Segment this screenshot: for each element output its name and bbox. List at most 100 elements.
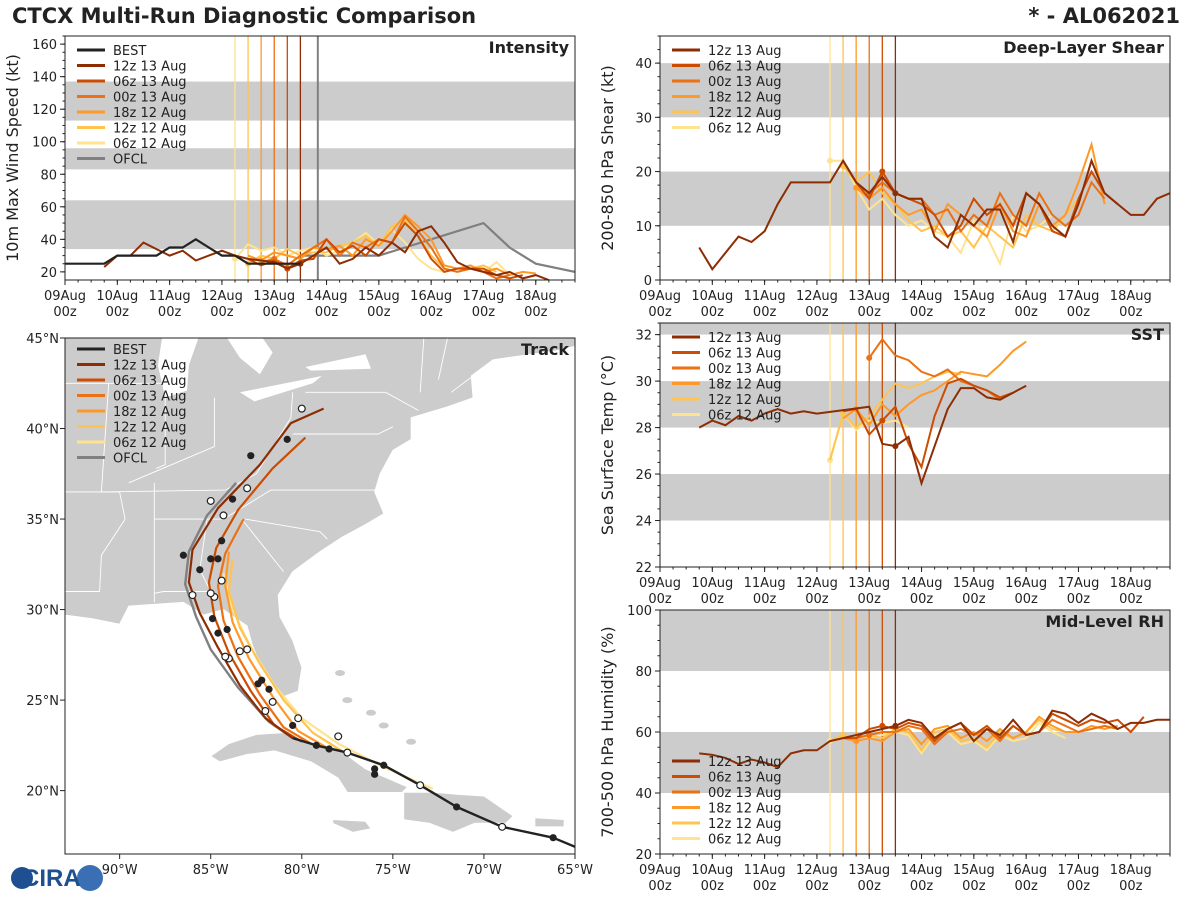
intensity-ytick-label: 80 — [40, 168, 57, 183]
rh-xtick-label: 15Aug — [953, 863, 995, 878]
state-border — [65, 491, 126, 592]
sst-init-marker-06z-12-aug — [827, 457, 833, 464]
sst-xtick-label: 00z — [701, 592, 725, 607]
state-border — [305, 391, 419, 411]
intensity-xtick-label: 00z — [419, 305, 443, 320]
track-marker-filled — [289, 721, 297, 730]
shear-xtick-label: 00z — [1014, 305, 1038, 320]
shear-init-marker-12z-13-aug — [892, 190, 899, 197]
intensity-xtick-label: 00z — [106, 305, 130, 320]
legend-label-12z-12-aug: 12z 12 Aug — [708, 817, 782, 832]
track-marker-open — [219, 511, 228, 520]
sst-band-2 — [660, 323, 1170, 335]
sst-xtick-label: 11Aug — [744, 576, 786, 591]
shear-plot-area — [660, 36, 1170, 280]
shear-xtick-label: 18Aug — [1110, 289, 1152, 304]
rh-init-marker-00z-13-aug — [866, 732, 873, 739]
shear-xtick-label: 11Aug — [744, 289, 786, 304]
shear-xtick-label: 16Aug — [1005, 289, 1047, 304]
shear-series-12z-13-aug — [698, 157, 1170, 271]
track-series-12z-12-aug — [227, 558, 348, 756]
track-ytick-label: 20°N — [26, 785, 59, 800]
track-marker-open — [188, 591, 197, 600]
track-marker-open — [217, 576, 226, 585]
intensity-xtick-label: 17Aug — [462, 289, 504, 304]
track-marker-open — [294, 714, 303, 723]
track-series-00z-13-aug — [216, 518, 312, 745]
shear-ytick-label: 20 — [635, 166, 652, 181]
track-marker-filled — [371, 765, 379, 773]
rh-xtick-label: 00z — [648, 879, 672, 894]
rh-xtick-label: 00z — [858, 879, 882, 894]
legend-label-12z-12-aug: 12z 12 Aug — [708, 106, 782, 121]
track-marker-filled — [549, 834, 557, 842]
sst-ytick-label: 24 — [635, 515, 652, 530]
track-marker-open — [261, 706, 270, 715]
track-frame — [64, 337, 576, 855]
shear-init-marker-18z-12-aug — [853, 184, 860, 191]
cira-logo: CIRA — [11, 865, 103, 892]
legend-label-12z-13-aug: 12z 13 Aug — [708, 44, 782, 59]
intensity-ytick-label: 20 — [40, 266, 57, 281]
rh-ytick-label: 100 — [627, 604, 652, 619]
sst-init-marker-06z-13-aug — [879, 417, 886, 424]
track-marker-open — [334, 732, 343, 741]
intensity-ytick-label: 60 — [40, 201, 57, 216]
shear-xtick-label: 15Aug — [953, 289, 995, 304]
sst-init-marker-12z-13-aug — [892, 443, 899, 450]
intensity-xtick-label: 00z — [524, 305, 548, 320]
legend-label-00z-13-aug: 00z 13 Aug — [113, 91, 187, 106]
bahamas-island — [406, 738, 417, 745]
shear-ytick-label: 0 — [644, 274, 652, 289]
panel-rh: 2040608010009Aug00z10Aug00z11Aug00z12Aug… — [598, 604, 1171, 894]
track-marker-open — [343, 748, 352, 757]
legend-label-06z-13-aug: 06z 13 Aug — [708, 347, 782, 362]
sst-panel-title: SST — [1131, 325, 1164, 344]
track-marker-open — [416, 781, 425, 790]
legend-label-06z-12-aug: 06z 12 Aug — [708, 833, 782, 848]
track-marker-open — [297, 404, 306, 413]
shear-ytick-label: 10 — [635, 220, 652, 235]
shear-ytick-label: 30 — [635, 111, 652, 126]
shear-xtick-label: 14Aug — [901, 289, 943, 304]
panel-sst: 22242628303209Aug00z10Aug00z11Aug00z12Au… — [598, 322, 1171, 607]
bahamas-island — [342, 697, 353, 704]
track-xtick-label: 90°W — [102, 863, 138, 878]
sst-xtick-label: 15Aug — [953, 576, 995, 591]
legend-label-18z-12-aug: 18z 12 Aug — [708, 378, 782, 393]
intensity-xtick-label: 13Aug — [253, 289, 295, 304]
sst-xtick-label: 16Aug — [1005, 576, 1047, 591]
intensity-band-0 — [65, 200, 575, 250]
legend-label-12z-13-aug: 12z 13 Aug — [113, 60, 187, 75]
intensity-xtick-label: 00z — [210, 305, 234, 320]
sst-xtick-label: 00z — [1119, 592, 1143, 607]
legend-label-ofcl: OFCL — [113, 153, 148, 168]
shear-xtick-label: 10Aug — [691, 289, 733, 304]
legend-label-00z-13-aug: 00z 13 Aug — [708, 75, 782, 90]
track-xtick-label: 65°W — [557, 863, 593, 878]
track-xtick-label: 80°W — [284, 863, 320, 878]
legend-label-12z-13-aug: 12z 13 Aug — [708, 331, 782, 346]
state-border — [241, 518, 284, 572]
shear-xtick-label: 13Aug — [848, 289, 890, 304]
sst-xtick-label: 12Aug — [796, 576, 838, 591]
shear-xtick-label: 00z — [648, 305, 672, 320]
sst-ytick-label: 30 — [635, 375, 652, 390]
track-marker-filled — [380, 761, 388, 769]
legend-label-00z-13-aug: 00z 13 Aug — [708, 362, 782, 377]
cira-logo-badge — [77, 865, 103, 891]
track-marker-open — [498, 822, 507, 831]
legend-label-12z-13-aug: 12z 13 Aug — [708, 755, 782, 770]
sst-xtick-label: 13Aug — [848, 576, 890, 591]
rh-xtick-label: 11Aug — [744, 863, 786, 878]
shear-band-1 — [660, 63, 1170, 118]
rh-init-marker-12z-13-aug — [892, 722, 899, 729]
sst-band-1 — [660, 381, 1170, 428]
track-marker-filled — [207, 555, 215, 563]
cuba-landmass — [209, 732, 409, 793]
intensity-xtick-label: 00z — [472, 305, 496, 320]
legend-label-06z-12-aug: 06z 12 Aug — [113, 436, 187, 451]
shear-xtick-label: 00z — [753, 305, 777, 320]
